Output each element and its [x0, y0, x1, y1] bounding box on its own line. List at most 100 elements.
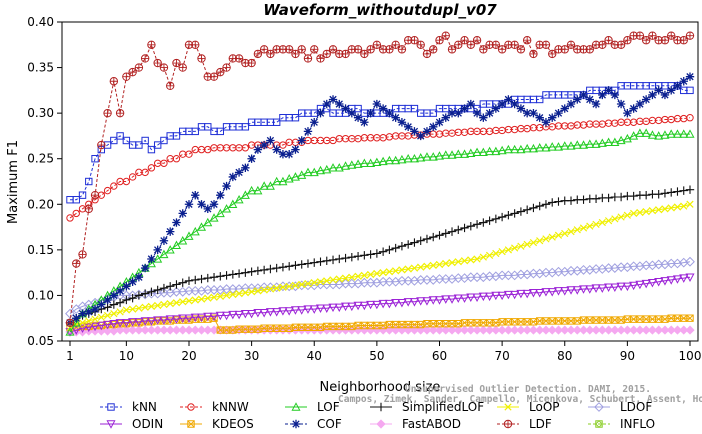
data-point-ldf: [253, 49, 263, 59]
data-point-loop: [442, 259, 450, 268]
data-point-ldf: [510, 40, 519, 49]
data-point-odin: [522, 289, 532, 299]
data-point-lof: [328, 163, 338, 172]
data-point-ldf: [140, 54, 150, 63]
data-point-cof: [328, 95, 338, 104]
data-point-fastabod: [159, 325, 169, 335]
data-point-odin: [290, 306, 300, 315]
data-point-cof: [147, 254, 156, 264]
legend-marker-cof: [291, 419, 301, 429]
data-point-simplifiedlof: [147, 287, 156, 296]
data-point-odin: [171, 315, 182, 324]
data-point-odin: [178, 314, 188, 323]
legend-item-lof: LOF: [285, 400, 340, 414]
data-point-cof: [259, 140, 269, 150]
data-point-simplifiedlof: [259, 265, 269, 275]
data-point-cof: [479, 113, 488, 122]
data-point-lof: [71, 318, 81, 327]
data-point-loop: [216, 292, 224, 300]
data-point-ldf: [122, 72, 131, 81]
data-point-lof: [253, 185, 263, 195]
data-point-odin: [265, 308, 275, 317]
data-point-lof: [209, 213, 219, 222]
data-point-simplifiedlof: [360, 251, 369, 260]
data-point-cof: [604, 86, 613, 95]
data-point-lof: [535, 143, 545, 152]
data-point-ldf: [166, 81, 175, 91]
data-point-fastabod: [140, 325, 150, 335]
data-point-ldf: [641, 36, 651, 45]
data-point-simplifiedlof: [429, 232, 438, 242]
data-point-cof: [579, 90, 588, 100]
data-point-loop: [191, 296, 199, 304]
data-point-odin: [478, 292, 488, 302]
data-point-knn: [410, 104, 419, 113]
data-point-ldf: [410, 36, 419, 45]
data-point-lof: [604, 137, 614, 147]
data-point-ldf: [391, 40, 400, 49]
data-point-lof: [560, 141, 570, 150]
data-point-knn: [147, 145, 156, 154]
data-point-loop: [385, 268, 394, 276]
data-point-odin: [103, 320, 113, 330]
data-point-loop: [517, 242, 525, 250]
data-point-odin: [359, 301, 369, 311]
data-point-simplifiedlof: [441, 229, 450, 238]
data-point-fastabod: [453, 325, 463, 335]
data-point-ldf: [316, 54, 325, 63]
data-point-ldf: [90, 190, 100, 200]
data-point-loop: [291, 281, 300, 290]
data-point-loop: [617, 213, 625, 221]
data-point-kdeos: [529, 318, 538, 326]
data-point-kdeos: [661, 315, 669, 323]
data-point-odin: [372, 300, 382, 310]
y-tick-label: 0.40: [27, 15, 54, 29]
data-point-lof: [290, 172, 300, 181]
data-point-ldf: [78, 250, 87, 259]
data-point-odin: [485, 292, 495, 302]
data-point-lof: [259, 181, 269, 190]
data-point-cof: [435, 118, 444, 127]
data-point-lof: [485, 146, 495, 156]
data-point-lof: [397, 154, 407, 164]
data-point-simplifiedlof: [184, 276, 194, 286]
data-point-odin: [672, 275, 683, 284]
data-point-cof: [341, 104, 350, 113]
data-point-ldf: [566, 40, 576, 49]
data-point-loop: [423, 262, 431, 270]
data-point-simplifiedlof: [685, 185, 695, 194]
data-point-lof: [616, 135, 626, 145]
data-point-ldf: [310, 45, 319, 54]
data-point-knn: [122, 136, 131, 145]
data-point-simplifiedlof: [654, 190, 663, 199]
data-point-cof: [403, 122, 413, 132]
data-point-fastabod: [165, 325, 175, 335]
data-point-loop: [498, 248, 506, 256]
legend-label-lof: LOF: [317, 400, 340, 414]
data-point-knn: [91, 155, 99, 163]
data-point-ldf: [322, 49, 331, 59]
data-point-loop: [667, 204, 675, 212]
data-point-simplifiedlof: [591, 194, 601, 204]
data-point-ldf: [234, 54, 244, 63]
data-point-knnw: [110, 182, 118, 190]
data-point-cof: [134, 273, 144, 282]
y-tick-label: 0.10: [27, 288, 54, 302]
data-point-loop: [235, 289, 243, 298]
data-point-knn: [204, 123, 212, 131]
data-point-odin: [77, 324, 88, 333]
data-point-ldf: [297, 45, 306, 54]
data-point-lof: [265, 181, 275, 190]
data-point-loop: [97, 313, 105, 321]
data-point-ldf: [422, 49, 432, 59]
data-point-cof: [353, 113, 363, 122]
data-point-cof: [548, 113, 557, 122]
data-point-ldf: [667, 31, 676, 40]
data-point-fastabod: [585, 325, 595, 335]
data-point-ldf: [153, 58, 162, 68]
data-point-odin: [366, 300, 376, 310]
data-point-fastabod: [572, 325, 582, 335]
data-point-fastabod: [203, 325, 213, 335]
data-point-odin: [610, 283, 620, 292]
data-point-lof: [572, 140, 582, 149]
